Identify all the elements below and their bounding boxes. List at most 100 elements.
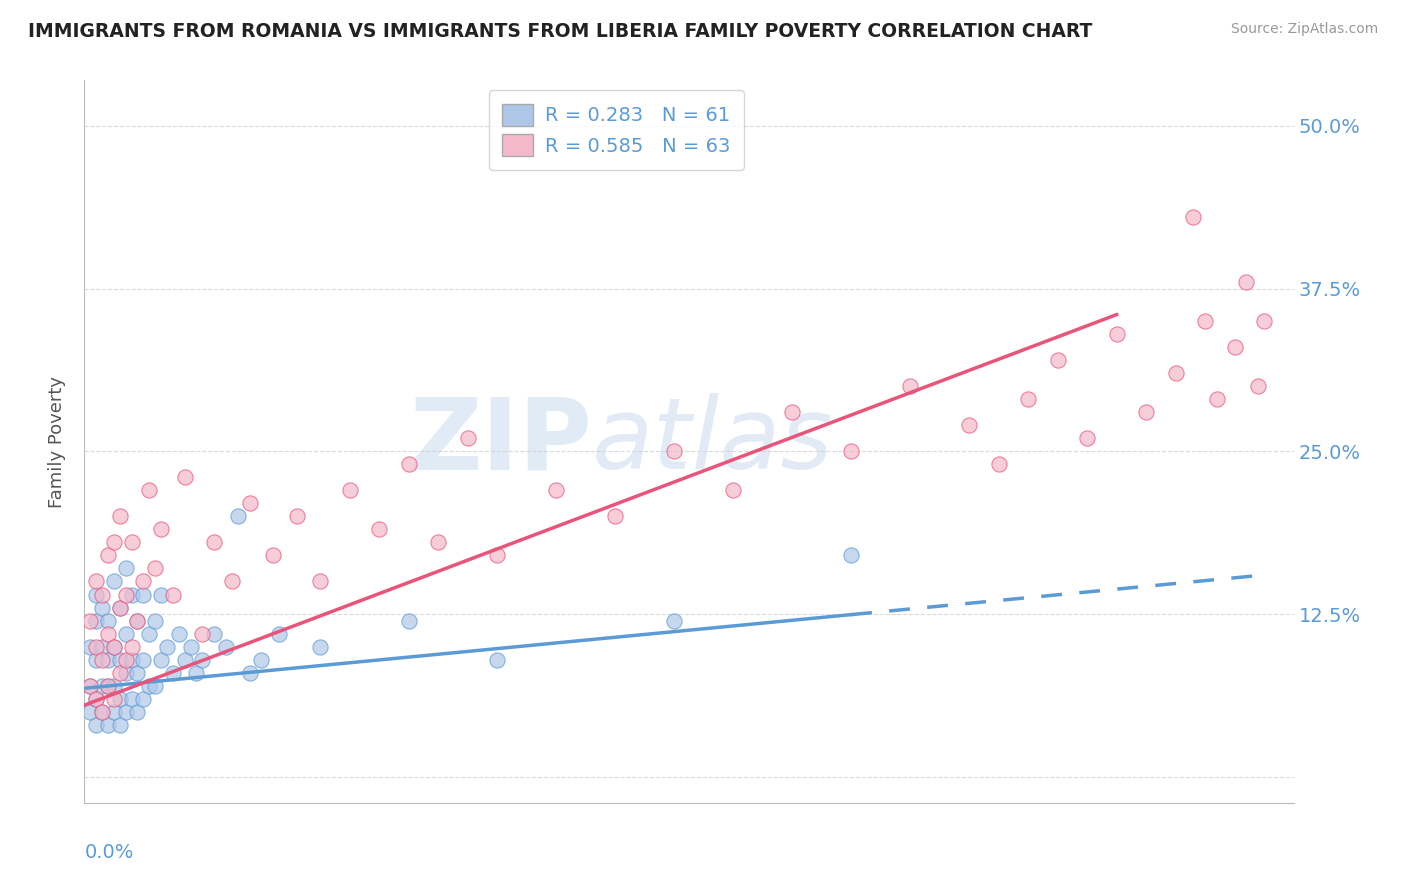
Point [103,640,125,654]
Point [238,496,260,510]
Point [127,614,149,628]
Point [97,626,120,640]
Legend: R = 0.283   N = 61, R = 0.585   N = 63: R = 0.283 N = 61, R = 0.585 N = 63 [489,90,744,169]
Point [91,705,114,719]
Point [91,600,114,615]
Point [1164,366,1187,380]
Point [79,679,101,693]
Point [546,483,568,498]
Point [79,679,101,693]
Point [664,614,686,628]
Point [250,652,273,666]
Point [780,405,803,419]
Point [1135,405,1157,419]
Point [1253,314,1275,328]
Y-axis label: Family Poverty: Family Poverty [48,376,66,508]
Point [84,691,107,706]
Point [114,587,136,601]
Point [262,549,284,563]
Point [156,640,179,654]
Point [457,431,479,445]
Point [221,574,243,589]
Point [839,549,862,563]
Point [121,691,143,706]
Point [108,652,131,666]
Point [1182,210,1205,224]
Point [664,444,686,458]
Point [84,640,107,654]
Point [309,640,332,654]
Point [108,691,131,706]
Point [202,535,225,549]
Point [103,691,125,706]
Point [368,523,391,537]
Point [398,458,420,472]
Point [202,626,225,640]
Point [238,665,260,680]
Point [150,652,173,666]
Point [143,561,166,575]
Point [167,626,190,640]
Point [127,665,149,680]
Point [121,587,143,601]
Point [173,652,195,666]
Point [127,705,149,719]
Point [114,652,136,666]
Point [127,614,149,628]
Point [114,705,136,719]
Point [138,679,160,693]
Point [1205,392,1227,407]
Point [97,679,120,693]
Point [309,574,332,589]
Point [97,652,120,666]
Point [143,679,166,693]
Point [1194,314,1216,328]
Point [486,652,509,666]
Point [121,535,143,549]
Point [84,652,107,666]
Point [84,587,107,601]
Point [121,640,143,654]
Point [108,717,131,731]
Text: 0.0%: 0.0% [84,843,134,862]
Point [97,679,120,693]
Point [180,640,202,654]
Point [186,665,208,680]
Point [191,652,214,666]
Point [97,614,120,628]
Point [114,561,136,575]
Point [103,679,125,693]
Point [84,574,107,589]
Point [427,535,450,549]
Point [285,509,308,524]
Text: Source: ZipAtlas.com: Source: ZipAtlas.com [1230,22,1378,37]
Point [84,614,107,628]
Point [132,587,155,601]
Point [132,652,155,666]
Text: IMMIGRANTS FROM ROMANIA VS IMMIGRANTS FROM LIBERIA FAMILY POVERTY CORRELATION CH: IMMIGRANTS FROM ROMANIA VS IMMIGRANTS FR… [28,22,1092,41]
Point [132,691,155,706]
Point [486,549,509,563]
Point [957,418,980,433]
Point [143,614,166,628]
Point [398,614,420,628]
Point [91,640,114,654]
Point [162,665,184,680]
Point [84,691,107,706]
Point [121,652,143,666]
Text: ZIP: ZIP [409,393,592,490]
Point [79,640,101,654]
Point [108,665,131,680]
Point [84,717,107,731]
Point [108,509,131,524]
Point [162,587,184,601]
Point [114,626,136,640]
Point [150,587,173,601]
Point [267,626,290,640]
Point [226,509,249,524]
Point [108,600,131,615]
Point [91,587,114,601]
Text: atlas: atlas [592,393,834,490]
Point [1017,392,1039,407]
Point [97,717,120,731]
